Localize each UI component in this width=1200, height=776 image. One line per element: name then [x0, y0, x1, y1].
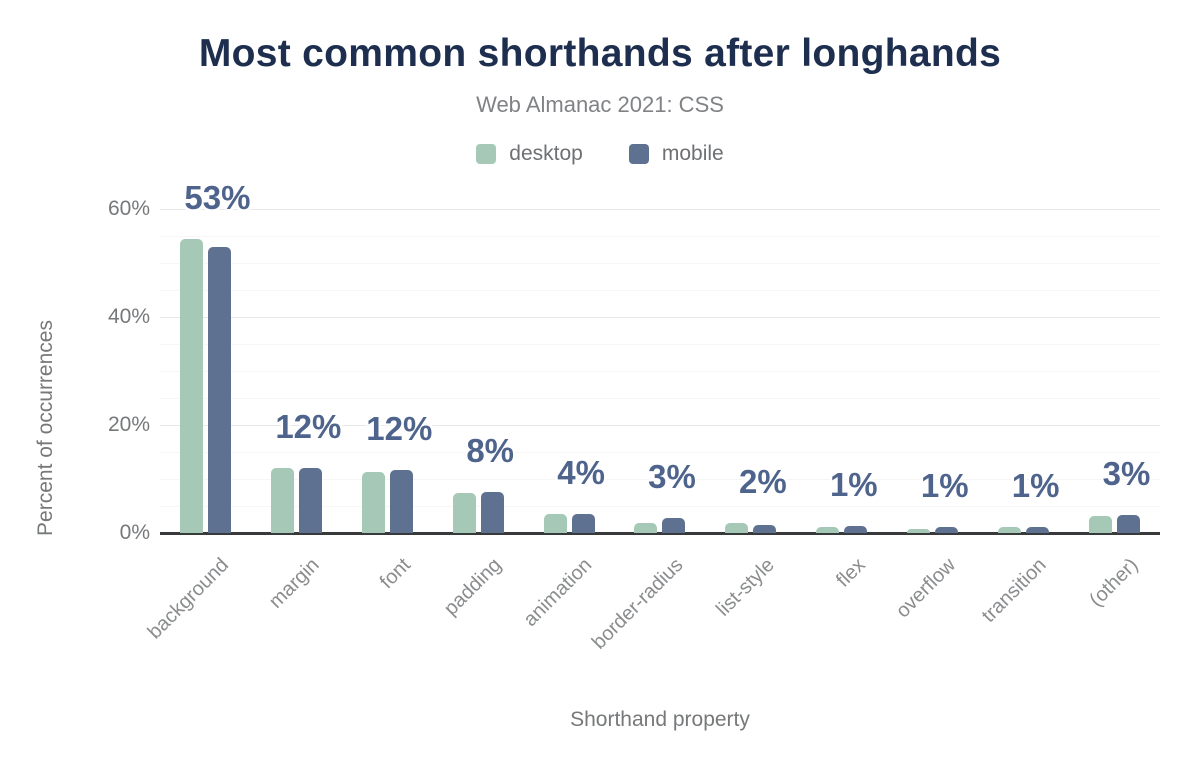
y-axis-ticks: 0% 20% 40% 60%: [0, 197, 150, 544]
bar-desktop-flex[interactable]: [816, 527, 840, 533]
gridline-minor: [160, 398, 1160, 399]
bar-desktop-overflow[interactable]: [907, 529, 931, 533]
x-axis-label-padding: padding: [439, 554, 506, 620]
bar-desktop-margin[interactable]: [270, 468, 294, 533]
bar-value-label: 8%: [466, 431, 515, 469]
bar-value-label: 1%: [1011, 466, 1060, 504]
y-tick-label: 20%: [107, 413, 150, 436]
gridline-minor: [160, 290, 1160, 291]
bar-mobile-margin[interactable]: [298, 468, 322, 533]
legend-swatch-mobile: [628, 144, 649, 164]
x-axis-title: Shorthand property: [570, 708, 750, 731]
bar-desktop-animation[interactable]: [543, 514, 567, 533]
legend: desktop mobile: [0, 142, 1200, 166]
bar-mobile-background[interactable]: [207, 246, 231, 533]
x-axis-label-border-radius: border-radius: [587, 554, 688, 654]
x-axis-label-animation: animation: [519, 554, 597, 631]
y-tick-label: 60%: [107, 197, 150, 220]
gridline-minor: [160, 263, 1160, 264]
bar-mobile-transition[interactable]: [1026, 527, 1050, 533]
x-axis-line: [160, 532, 1160, 535]
legend-label: mobile: [661, 142, 724, 165]
gridline-major: [160, 425, 1160, 426]
bar-group-(other): 3%: [1069, 209, 1160, 533]
x-axis-label-margin: margin: [265, 554, 324, 613]
bar-mobile-border-radius[interactable]: [662, 517, 686, 533]
bar-desktop-font[interactable]: [361, 471, 385, 533]
bar-mobile-animation[interactable]: [571, 513, 595, 533]
bar-group-border-radius: 3%: [615, 209, 706, 533]
x-axis-label-background: background: [143, 554, 234, 644]
bar-group-flex: 1%: [796, 209, 887, 533]
x-axis-label-(other): (other): [1084, 554, 1143, 612]
bar-value-label: 2%: [739, 463, 787, 501]
bar-desktop-(other)[interactable]: [1089, 515, 1113, 533]
bar-value-label: 1%: [920, 466, 969, 504]
bar-mobile-padding[interactable]: [480, 491, 504, 533]
bar-group-animation: 4%: [524, 209, 615, 533]
bar-value-label: 12%: [366, 409, 433, 447]
gridline-minor: [160, 236, 1160, 237]
bar-mobile-overflow[interactable]: [935, 526, 959, 533]
bar-group-transition: 1%: [978, 209, 1069, 533]
bar-group-font: 12%: [342, 209, 433, 533]
bar-value-label: 3%: [1102, 454, 1151, 492]
gridline-minor: [160, 344, 1160, 345]
y-tick-label: 40%: [107, 305, 150, 328]
gridline-minor: [160, 371, 1160, 372]
bar-mobile-font[interactable]: [389, 469, 413, 533]
bar-value-label: 1%: [829, 465, 878, 503]
bar-value-label: 4%: [557, 453, 605, 491]
gridline-minor: [160, 506, 1160, 507]
bar-group-background: 53%: [160, 181, 251, 533]
gridline-major: [160, 209, 1160, 210]
bar-desktop-padding[interactable]: [452, 492, 476, 533]
legend-swatch-desktop: [476, 144, 497, 164]
x-axis-label-font: font: [375, 554, 415, 594]
bar-desktop-border-radius[interactable]: [634, 522, 658, 533]
x-axis-label-list-style: list-style: [711, 554, 779, 621]
bar-group-margin: 12%: [251, 209, 342, 533]
bar-group-list-style: 2%: [705, 209, 796, 533]
y-tick-label: 0%: [119, 521, 150, 544]
bar-value-label: 53%: [184, 178, 251, 216]
gridline-minor: [160, 452, 1160, 453]
chart-title: Most common shorthands after longhands: [198, 32, 1002, 75]
bar-value-label: 3%: [648, 457, 696, 495]
plot-area: 53% 12% 12% 8% 4% 3% 2% 1% 1% 1% 3%: [160, 181, 1160, 535]
gridline-major: [160, 317, 1160, 318]
bar-desktop-background[interactable]: [179, 238, 203, 533]
chart-subtitle: Web Almanac 2021: CSS: [476, 92, 724, 117]
legend-label: desktop: [509, 142, 583, 165]
x-axis-label-transition: transition: [978, 554, 1052, 627]
bar-desktop-list-style[interactable]: [725, 523, 749, 533]
x-axis-label-overflow: overflow: [892, 554, 961, 623]
bar-mobile-(other)[interactable]: [1117, 514, 1141, 533]
legend-item-mobile[interactable]: mobile: [628, 142, 724, 166]
bar-desktop-transition[interactable]: [998, 526, 1022, 533]
legend-item-desktop[interactable]: desktop: [476, 142, 583, 166]
gridline-minor: [160, 479, 1160, 480]
bar-mobile-flex[interactable]: [844, 525, 868, 533]
bar-value-label: 12%: [275, 408, 342, 446]
x-axis-label-flex: flex: [831, 554, 870, 592]
bar-group-padding: 8%: [433, 209, 524, 533]
bar-mobile-list-style[interactable]: [753, 525, 777, 533]
bar-groups: 53% 12% 12% 8% 4% 3% 2% 1% 1% 1% 3%: [160, 181, 1160, 533]
bar-group-overflow: 1%: [887, 209, 978, 533]
